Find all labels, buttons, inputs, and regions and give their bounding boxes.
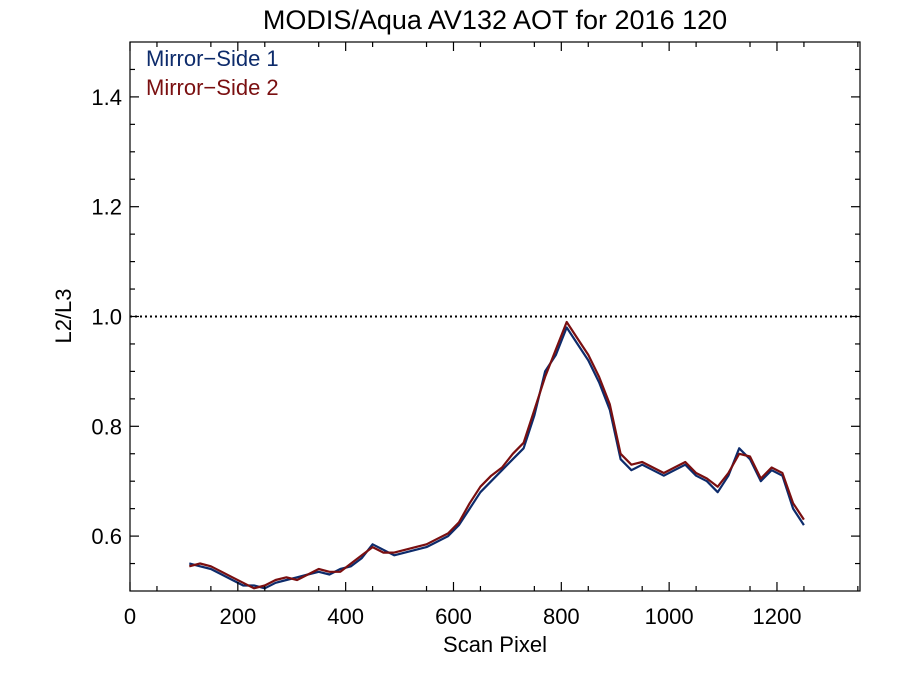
chart-title: MODIS/Aqua AV132 AOT for 2016 120 — [263, 5, 727, 35]
legend: Mirror−Side 1 Mirror−Side 2 — [146, 46, 279, 100]
x-tick-label: 0 — [124, 604, 136, 629]
y-axis-title: L2/L3 — [51, 288, 76, 343]
y-tick-label: 0.8 — [91, 414, 122, 439]
series-line-1 — [189, 326, 805, 590]
x-tick-label: 1200 — [752, 604, 801, 629]
legend-item-mirror-side-2: Mirror−Side 2 — [146, 75, 279, 100]
y-tick-label: 0.6 — [91, 524, 122, 549]
y-tick-label: 1.2 — [91, 195, 122, 220]
x-tick-label: 600 — [435, 604, 472, 629]
tick-labels: 0 200 400 600 800 1000 1200 0.6 0.8 1.0 1.2 1.4 — [91, 85, 801, 629]
x-tick-label: 1000 — [645, 604, 694, 629]
x-tick-label: 200 — [219, 604, 256, 629]
series-lines — [189, 320, 805, 590]
legend-item-mirror-side-1: Mirror−Side 1 — [146, 46, 279, 71]
series-line-2 — [189, 320, 805, 590]
x-tick-label: 800 — [543, 604, 580, 629]
x-axis-title: Scan Pixel — [443, 632, 547, 657]
y-tick-label: 1.0 — [91, 305, 122, 330]
y-tick-label: 1.4 — [91, 85, 122, 110]
axis-ticks — [129, 42, 860, 591]
x-tick-label: 400 — [327, 604, 364, 629]
